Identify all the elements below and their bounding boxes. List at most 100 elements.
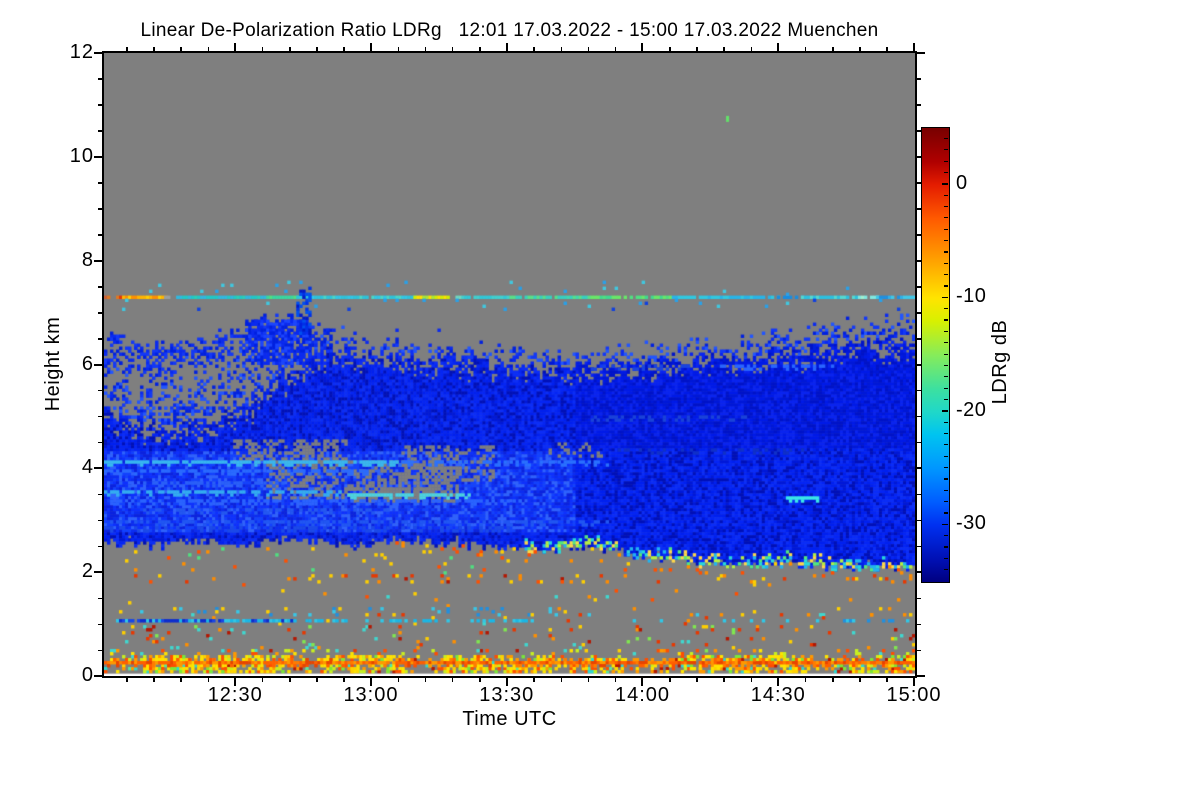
y-minor-tick [98, 78, 102, 80]
y-minor-tick [98, 415, 102, 418]
y-minor-tick [98, 338, 102, 340]
x-major-tick [505, 678, 508, 686]
x-minor-tick-top [479, 47, 481, 51]
y-minor-tick-right [917, 338, 921, 340]
x-minor-tick [397, 678, 400, 682]
y-minor-tick [98, 649, 102, 652]
y-tick-label: 8 [81, 248, 94, 271]
x-major-tick-top [369, 43, 372, 51]
x-minor-tick-top [614, 47, 617, 51]
y-major-tick-right [917, 52, 925, 54]
colorbar-major-tick [942, 183, 948, 185]
x-minor-tick-top [207, 47, 210, 51]
y-minor-tick [98, 389, 102, 392]
y-minor-tick-right [917, 623, 921, 626]
x-minor-tick-top [343, 47, 345, 51]
x-minor-tick-top [587, 47, 590, 51]
y-major-tick [94, 675, 102, 677]
y-minor-tick [98, 312, 102, 314]
y-tick-label: 0 [81, 664, 94, 686]
colorbar-title: LDRg dB [989, 319, 1011, 405]
x-major-tick [913, 678, 915, 686]
colorbar-minor-tick [944, 171, 948, 174]
colorbar-minor-tick [944, 501, 948, 503]
colorbar-minor-tick [944, 535, 948, 537]
x-minor-tick [859, 678, 861, 682]
colorbar-tick-label: -10 [956, 285, 987, 308]
colorbar-major-tick [942, 296, 948, 299]
colorbar-minor-tick [944, 308, 948, 310]
colorbar-minor-tick [944, 455, 948, 457]
colorbar [921, 127, 950, 583]
x-major-tick-top [641, 43, 644, 51]
y-major-tick [94, 571, 102, 574]
x-major-tick [777, 678, 780, 686]
x-minor-tick-top [750, 47, 753, 51]
colorbar-minor-tick [944, 217, 948, 219]
colorbar-minor-tick [944, 251, 948, 253]
y-minor-tick-right [917, 78, 921, 80]
colorbar-minor-tick [944, 376, 948, 378]
y-minor-tick [98, 623, 102, 626]
y-minor-tick-right [917, 649, 921, 652]
y-minor-tick-right [917, 182, 921, 184]
y-major-tick-right [917, 675, 925, 677]
colorbar-major-tick [942, 410, 948, 412]
y-major-tick [94, 467, 102, 470]
x-minor-tick-top [886, 47, 888, 51]
y-tick-label: 10 [69, 144, 94, 167]
colorbar-minor-tick [944, 342, 948, 344]
x-minor-tick [316, 678, 318, 682]
y-minor-tick [98, 493, 102, 496]
x-major-tick-top [234, 43, 237, 51]
y-minor-tick-right [917, 389, 921, 392]
x-minor-tick [750, 678, 753, 682]
x-minor-tick [126, 678, 128, 682]
colorbar-minor-tick [944, 149, 948, 151]
y-axis-title: Height km [42, 316, 64, 412]
x-minor-tick-top [424, 47, 427, 51]
y-minor-tick-right [917, 415, 921, 418]
colorbar-tick-label: -20 [956, 398, 987, 421]
x-major-tick [641, 678, 644, 686]
x-minor-tick-top [180, 47, 182, 51]
colorbar-minor-tick [944, 319, 948, 321]
colorbar-minor-tick [944, 421, 948, 423]
x-minor-tick [261, 678, 264, 682]
x-minor-tick-top [397, 47, 400, 51]
x-minor-tick-top [804, 47, 807, 51]
x-minor-tick-top [696, 47, 698, 51]
y-minor-tick [98, 130, 102, 132]
x-minor-tick [886, 678, 888, 682]
colorbar-minor-tick [944, 557, 948, 559]
y-minor-tick-right [917, 545, 921, 548]
x-major-tick [234, 678, 237, 686]
y-minor-tick [98, 519, 102, 522]
y-major-tick [94, 259, 102, 262]
colorbar-minor-tick [944, 512, 948, 514]
x-minor-tick-top [289, 47, 291, 51]
colorbar-minor-tick [944, 569, 948, 571]
x-tick-label: 14:30 [750, 684, 806, 706]
y-minor-tick [98, 441, 102, 444]
y-minor-tick-right [917, 441, 921, 444]
x-minor-tick-top [126, 47, 128, 51]
y-minor-tick [98, 182, 102, 184]
x-minor-tick [723, 678, 725, 682]
colorbar-tick-label: -30 [956, 512, 987, 535]
x-minor-tick-top [261, 47, 264, 51]
y-minor-tick-right [917, 234, 921, 236]
colorbar-major-tick [942, 523, 948, 526]
x-tick-label: 13:30 [479, 684, 535, 706]
colorbar-minor-tick [944, 330, 948, 332]
x-minor-tick [533, 678, 535, 682]
y-minor-tick-right [917, 104, 921, 106]
y-minor-tick [98, 208, 102, 210]
x-minor-tick-top [560, 47, 563, 51]
x-minor-tick [343, 678, 345, 682]
colorbar-minor-tick [944, 546, 948, 548]
x-minor-tick [424, 678, 427, 682]
colorbar-minor-tick [944, 387, 948, 389]
colorbar-minor-tick [944, 489, 948, 491]
